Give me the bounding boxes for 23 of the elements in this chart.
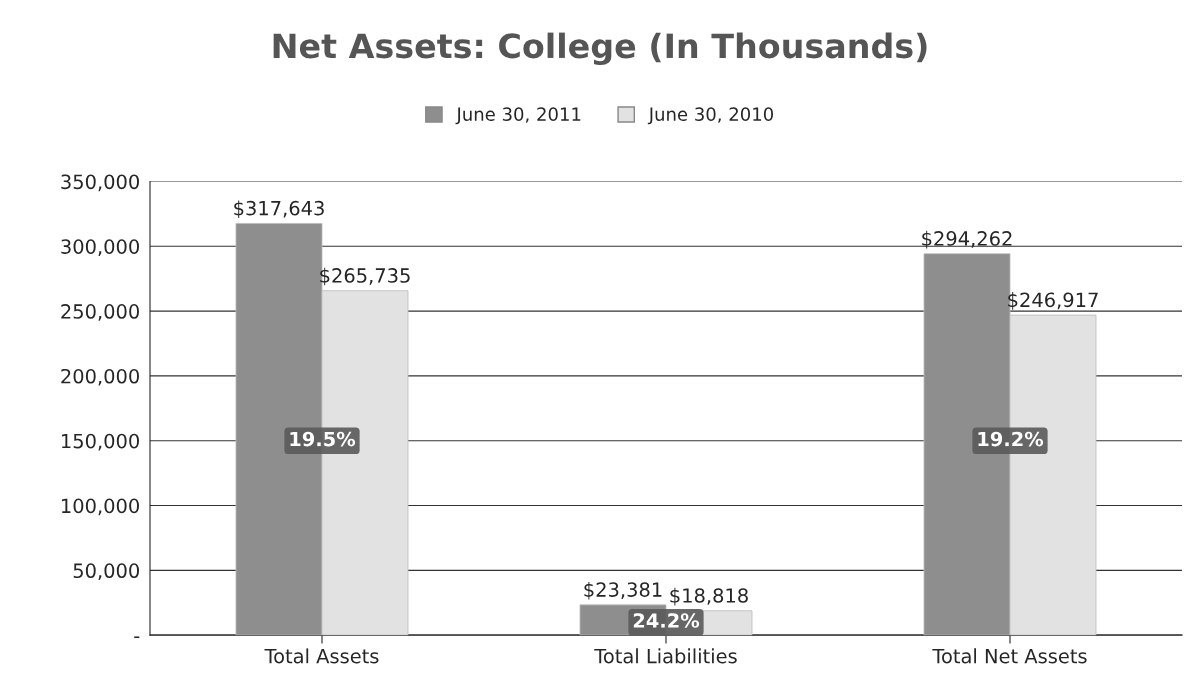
data-label: $294,262 <box>922 230 1012 249</box>
data-label: $18,818 <box>670 587 748 606</box>
x-tick-label: Total Net Assets <box>932 648 1087 664</box>
legend-label: June 30, 2010 <box>647 107 774 125</box>
annotation: 19.5% <box>290 431 356 447</box>
y-tick-label: 250,000 <box>61 304 139 321</box>
data-label: $317,643 <box>234 200 324 219</box>
chart-title: Net Assets: College (In Thousands) <box>273 32 927 66</box>
annotation: 24.2% <box>633 613 700 628</box>
y-tick-label: 100,000 <box>62 498 139 516</box>
annotation: 19.2% <box>978 431 1044 447</box>
data-label: $246,917 <box>1008 292 1098 310</box>
x-tick-label: Total Assets <box>264 648 379 664</box>
y-tick-label: - <box>134 636 140 639</box>
legend-label: June 30, 2011 <box>455 107 581 125</box>
y-tick-label: 300,000 <box>61 239 139 256</box>
y-tick-label: 50,000 <box>73 563 139 581</box>
y-tick-label: 200,000 <box>61 368 139 386</box>
x-tick-label: Total Liabilities <box>594 648 737 664</box>
y-tick-label: 350,000 <box>61 174 139 192</box>
data-label: $265,735 <box>320 267 410 286</box>
y-tick-label: 150,000 <box>62 433 139 451</box>
data-label: $23,381 <box>584 581 662 600</box>
